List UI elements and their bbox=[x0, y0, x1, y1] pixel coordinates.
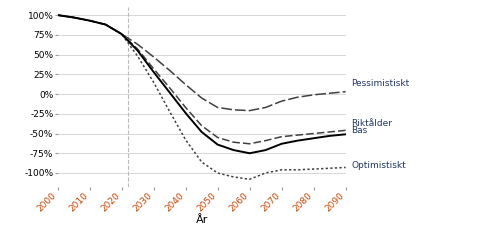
X-axis label: År: År bbox=[195, 215, 208, 225]
Text: Bas: Bas bbox=[351, 126, 368, 135]
Text: Riktålder: Riktålder bbox=[351, 119, 392, 128]
Text: Optimistiskt: Optimistiskt bbox=[351, 161, 406, 170]
Text: Pessimistiskt: Pessimistiskt bbox=[351, 79, 409, 88]
